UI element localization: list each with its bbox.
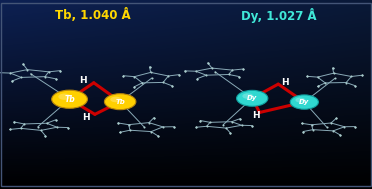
Circle shape	[58, 94, 71, 100]
Circle shape	[105, 94, 136, 110]
Text: H: H	[252, 111, 260, 120]
Text: Dy, 1.027 Å: Dy, 1.027 Å	[241, 8, 317, 23]
Circle shape	[295, 98, 305, 103]
Circle shape	[110, 97, 121, 102]
Text: Tb: Tb	[64, 95, 75, 104]
Text: H: H	[281, 78, 289, 87]
Circle shape	[237, 90, 268, 106]
Text: H: H	[82, 113, 89, 122]
Circle shape	[52, 90, 87, 108]
Circle shape	[243, 93, 253, 99]
Circle shape	[290, 95, 318, 109]
Text: H: H	[79, 76, 86, 85]
Text: Tb: Tb	[115, 99, 125, 105]
Text: Dy: Dy	[247, 95, 257, 101]
Text: Dy: Dy	[299, 99, 310, 105]
Text: Tb, 1.040 Å: Tb, 1.040 Å	[55, 8, 131, 22]
